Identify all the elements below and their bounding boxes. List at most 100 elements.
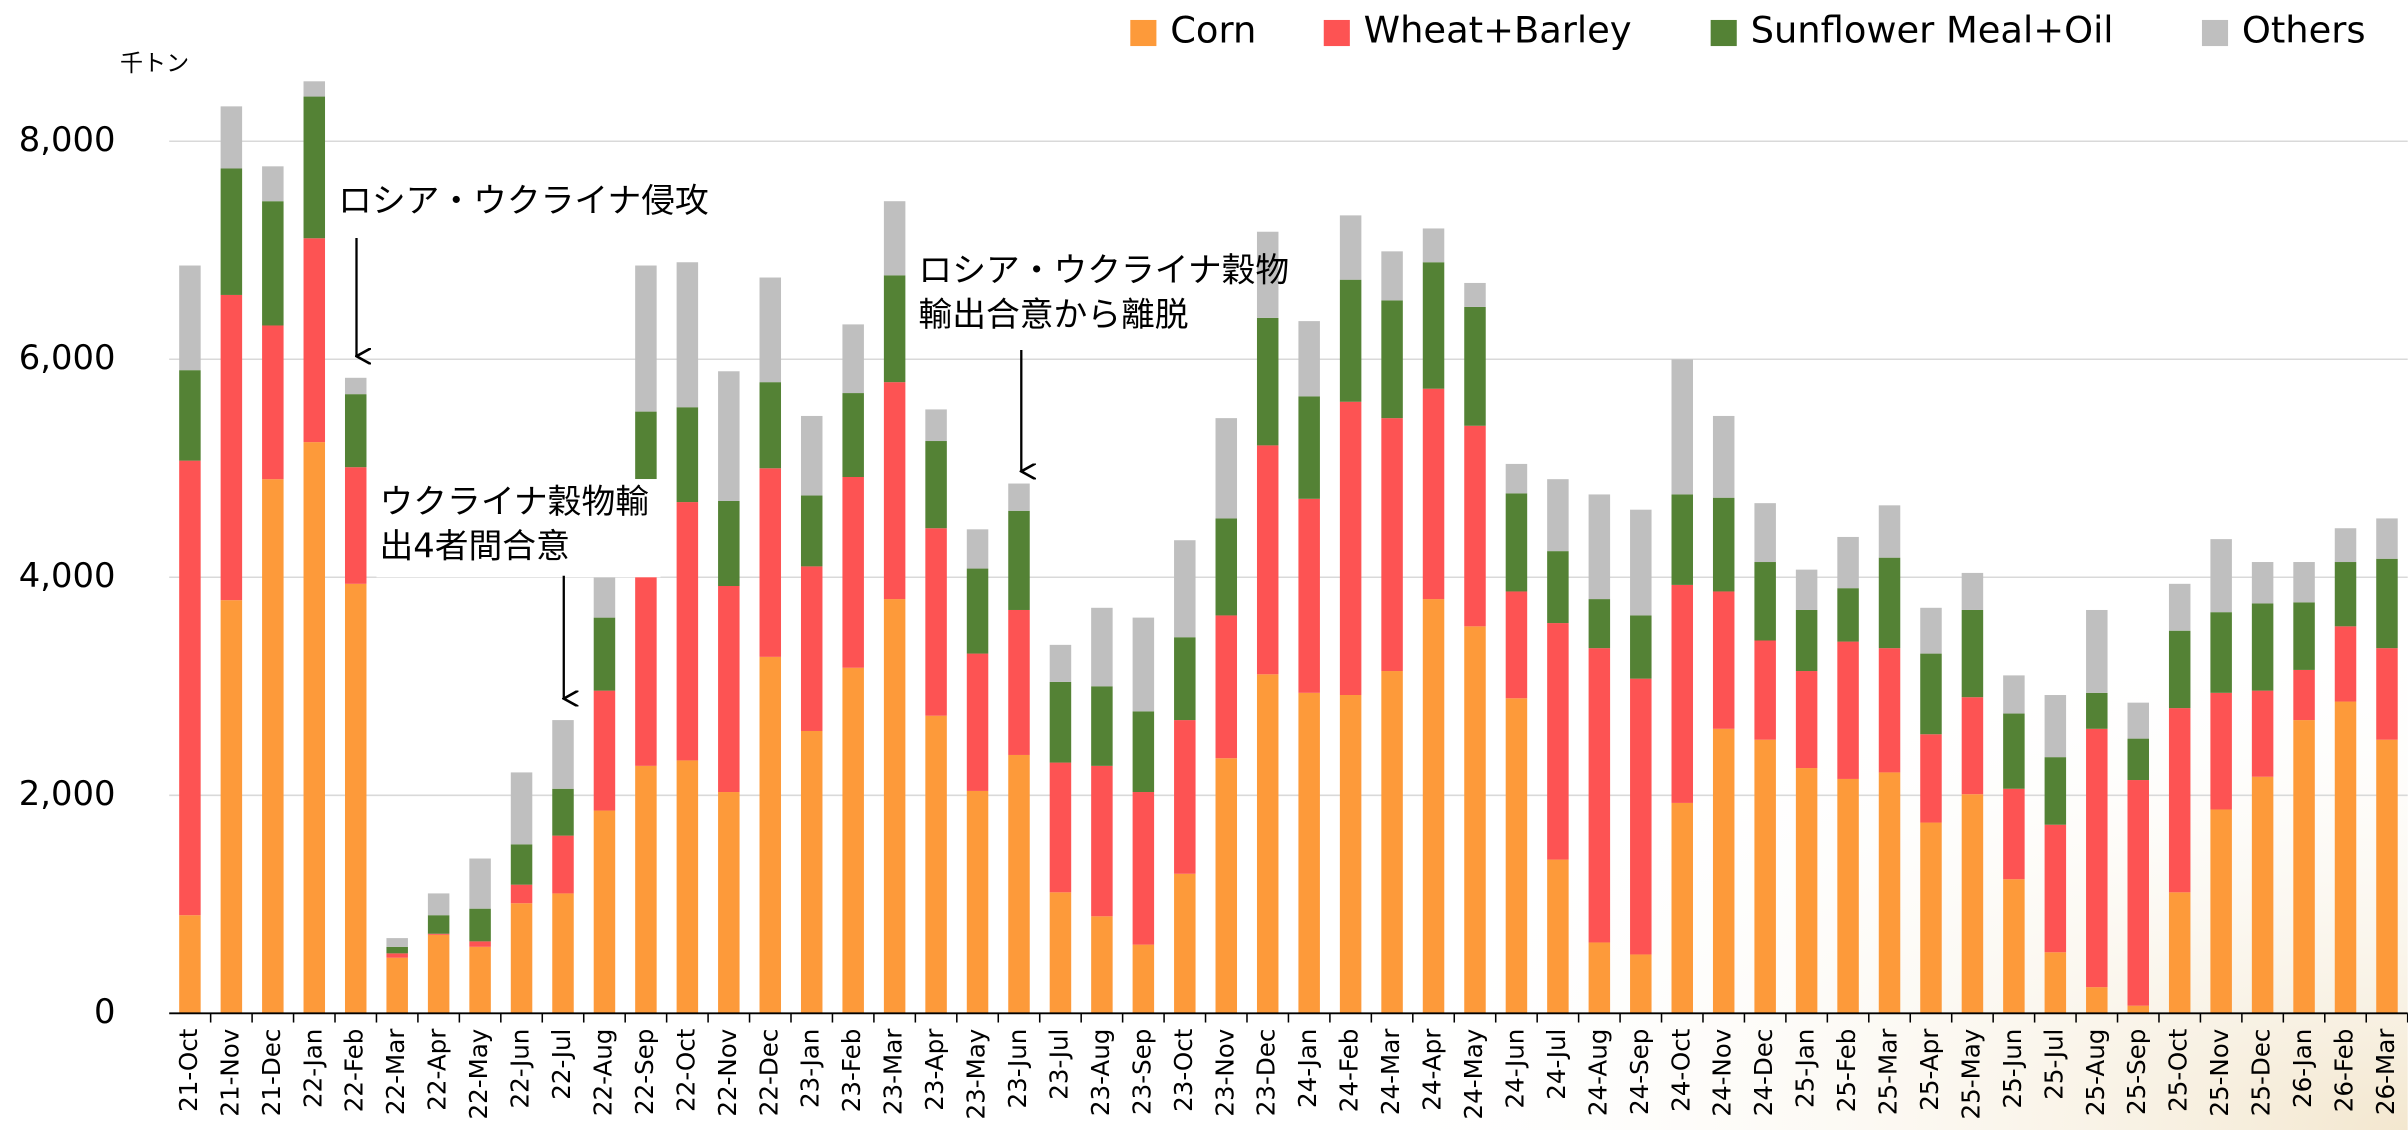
bar-segment [2251, 690, 2274, 777]
bar-segment [759, 382, 782, 469]
bar-segment [883, 599, 906, 1014]
bar-segment [2127, 738, 2149, 781]
bar-segment [1588, 648, 1611, 943]
bar-segment [386, 953, 408, 958]
x-tick-label: 22-Nov [713, 1029, 742, 1117]
bar-segment [1837, 588, 1859, 642]
x-tick-label: 23-Feb [837, 1029, 866, 1113]
bar-segment [883, 275, 906, 383]
x-tick-label: 25-Dec [2247, 1029, 2276, 1117]
bar-segment [2044, 757, 2067, 825]
bar-segment [427, 893, 450, 916]
bar-segment [1008, 483, 1030, 511]
x-tick-label: 22-May [464, 1029, 493, 1120]
annotation: ウクライナ穀物輸 [380, 482, 649, 521]
bar-segment [1049, 892, 1072, 1014]
bar-segment [1049, 681, 1072, 763]
bar-segment [718, 792, 740, 1014]
bar-segment [1381, 300, 1403, 419]
x-tick-label: 24-Jul [1542, 1029, 1571, 1100]
x-tick-label: 22-Mar [381, 1028, 410, 1115]
bar-segment [1256, 317, 1279, 446]
x-tick-label: 24-Apr [1418, 1028, 1447, 1111]
bar-segment [1630, 615, 1652, 679]
bar-segment [1008, 609, 1030, 755]
annotation: ロシア・ウクライナ穀物 [918, 250, 1289, 289]
bar-segment [925, 528, 947, 716]
annotation-background [376, 479, 661, 578]
x-tick-label: 25-Aug [2081, 1029, 2110, 1116]
bar-segment [386, 957, 408, 1014]
bar-segment [1091, 686, 1113, 766]
x-tick-label: 24-Jan [1293, 1029, 1322, 1108]
bar-segment [427, 934, 450, 1014]
bar-segment [1754, 503, 1776, 563]
bar-segment [759, 656, 782, 1014]
bar-segment [1008, 510, 1030, 610]
bar-segment [2044, 952, 2067, 1014]
bar-segment [1630, 954, 1652, 1014]
bar-segment [427, 915, 450, 934]
bar-segment [1754, 640, 1776, 740]
y-tick-label: 0 [94, 992, 115, 1031]
x-tick-label: 23-Apr [920, 1028, 949, 1111]
bar-segment [469, 946, 491, 1014]
bar-segment [1215, 758, 1238, 1014]
bar-segment [552, 893, 574, 1014]
bar-segment [2086, 692, 2108, 729]
x-tick-label: 22-Sep [630, 1029, 659, 1115]
bar-segment [2293, 669, 2315, 721]
bar-segment [1547, 623, 1569, 860]
bar-segment [1547, 479, 1569, 552]
legend-swatch [1710, 19, 1737, 47]
bar-segment [1339, 215, 1362, 280]
x-tick-label: 25-Jul [2039, 1029, 2068, 1100]
bar-segment [1132, 944, 1155, 1014]
bar-segment [1878, 772, 1901, 1014]
x-tick-label: 23-Oct [1169, 1028, 1198, 1112]
bar-segment [1215, 418, 1238, 519]
bar-segment [1091, 765, 1113, 917]
bar-segment [344, 377, 367, 395]
bar-segment [2003, 788, 2025, 880]
x-tick-label: 22-Jul [547, 1029, 576, 1100]
x-tick-label: 21-Oct [174, 1028, 203, 1112]
bar-segment [1381, 418, 1403, 672]
bar-segment [925, 715, 947, 1014]
bar-segment [1464, 626, 1486, 1014]
bar-segment [925, 441, 947, 529]
bar-segment [1795, 768, 1818, 1014]
bar-segment [2168, 708, 2191, 893]
x-tick-label: 26-Mar [2371, 1028, 2400, 1115]
bar-segment [552, 835, 574, 894]
bar-segment [1754, 739, 1776, 1014]
bar-segment [1712, 415, 1735, 498]
bar-segment [510, 884, 533, 904]
bar-segment [2127, 780, 2149, 1006]
bar-segment [1298, 321, 1320, 397]
bar-segment [1091, 607, 1113, 687]
bar-segment [1256, 231, 1279, 318]
bar-segment [1588, 599, 1611, 649]
bar-segment [2168, 630, 2191, 709]
bar-segment [1049, 644, 1072, 682]
bar-segment [966, 653, 989, 791]
bar-segment [676, 502, 699, 761]
bar-segment [1920, 653, 1942, 735]
bar-segment [1712, 728, 1735, 1014]
bar-segment [1878, 557, 1901, 649]
x-tick-label: 23-Sep [1127, 1029, 1156, 1115]
bar-segment [883, 201, 906, 276]
bar-segment [635, 521, 657, 766]
bar-segment [1215, 615, 1238, 759]
bar-segment [2044, 695, 2067, 758]
bar-segment [2210, 539, 2232, 613]
bar-segment [1920, 822, 1942, 1014]
bar-segment [1837, 778, 1859, 1014]
x-tick-label: 25-May [1956, 1029, 1985, 1120]
bar-segment [469, 908, 491, 942]
bar-segment [2086, 987, 2108, 1014]
y-tick-label: 4,000 [19, 556, 116, 595]
bar-segment [1920, 734, 1942, 823]
